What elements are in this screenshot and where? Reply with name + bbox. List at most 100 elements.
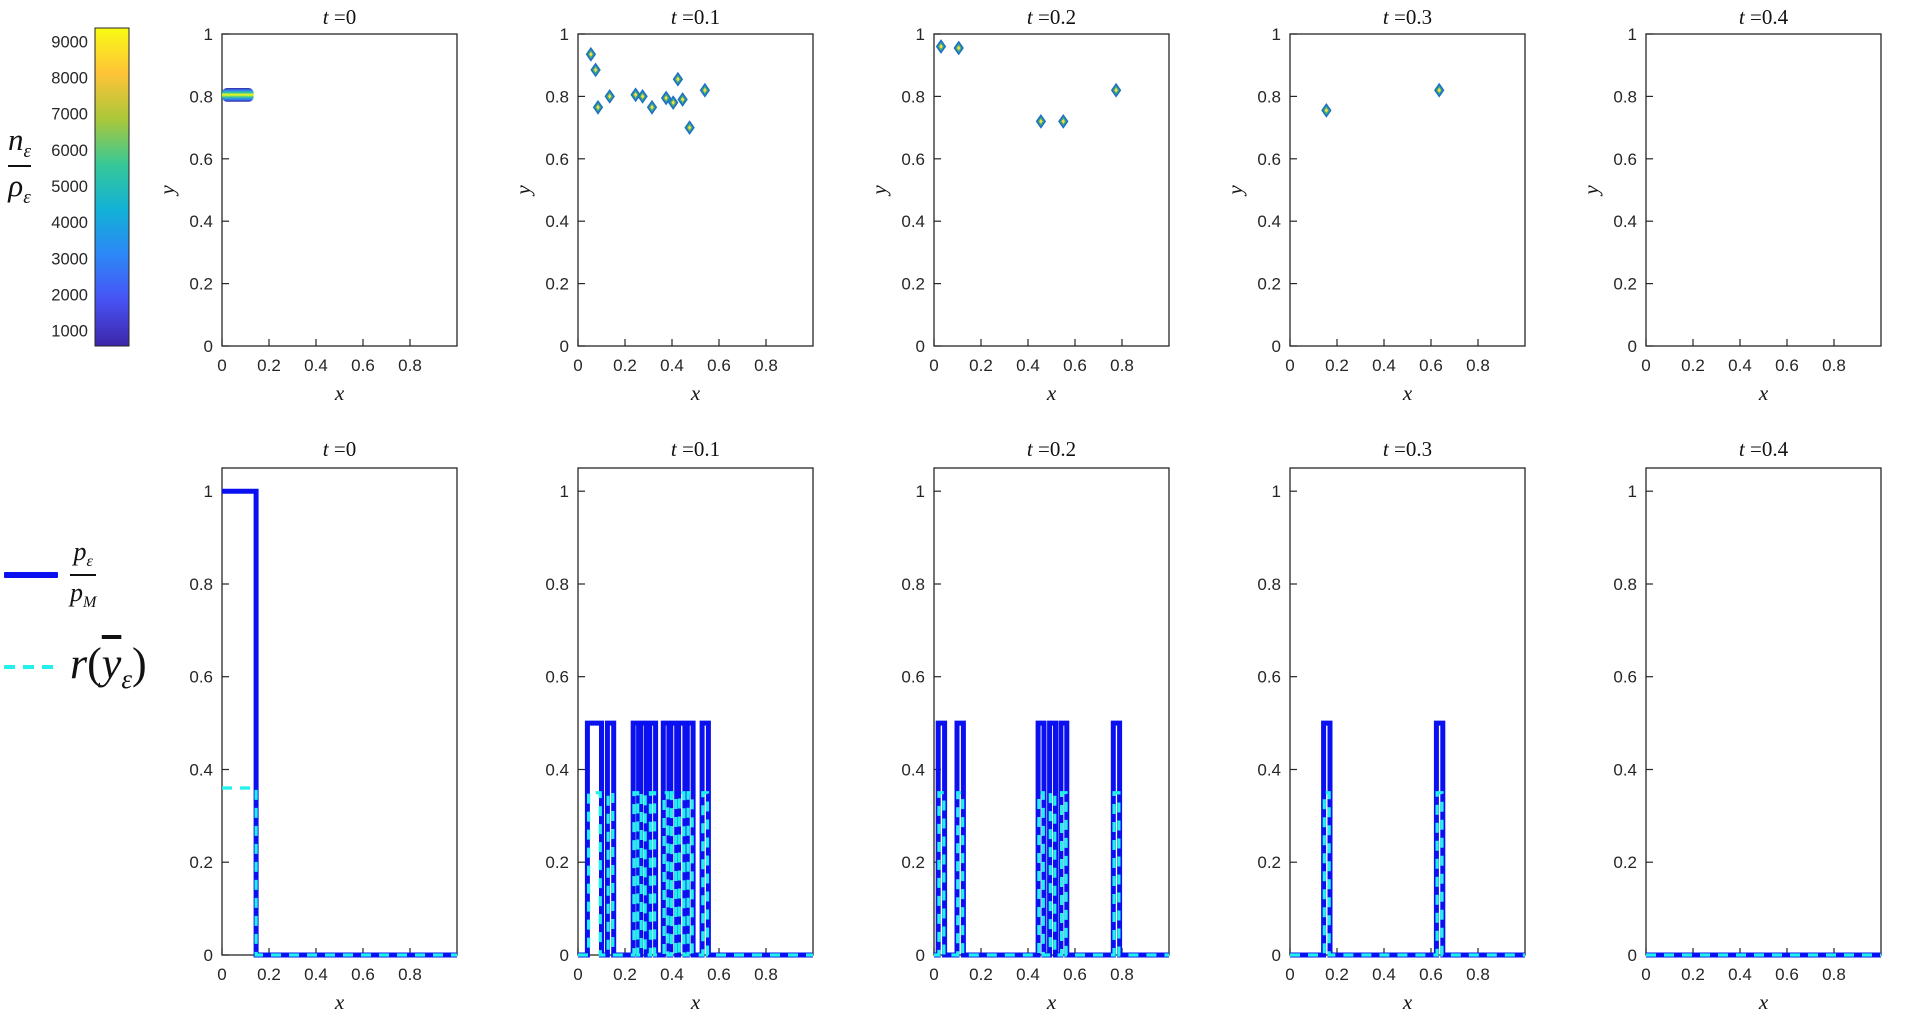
x-tick-label: 0.4	[1372, 356, 1396, 375]
x-tick-label: 0.2	[613, 965, 637, 984]
y-tick-label: 0.8	[901, 87, 925, 106]
y-tick-label: 0	[560, 946, 569, 965]
y-tick-label: 0.2	[1257, 275, 1281, 294]
x-tick-label: 0	[573, 356, 582, 375]
y-tick-label: 0.4	[901, 761, 925, 780]
legend-pressure-fraction: pε pM	[70, 537, 97, 612]
subplot-canvas: 0 0.2 0.4 0.6 0.8 0 0.2 0.4 0.6 0.8 1 t =0 x y	[155, 5, 458, 405]
y-tick-label: 0.8	[1257, 87, 1281, 106]
y-tick-label: 1	[560, 482, 569, 501]
x-tick-label: 0.8	[398, 356, 422, 375]
plot-title: t =0	[323, 5, 356, 29]
y-tick-label: 0.2	[1613, 275, 1637, 294]
x-tick-label: 0	[217, 356, 226, 375]
x-tick-label: 0.8	[1822, 965, 1846, 984]
x-tick-label: 0	[929, 356, 938, 375]
axes-box	[221, 33, 458, 347]
plot-title: t =0.2	[1027, 437, 1076, 461]
y-axis-label: y	[867, 185, 891, 197]
y-tick-label: 0.6	[189, 668, 213, 687]
x-tick-label: 0	[1641, 965, 1650, 984]
x-tick-label: 0	[1641, 356, 1650, 375]
y-tick-label: 0.8	[545, 87, 569, 106]
legend-line-dashed	[4, 664, 58, 669]
subplot-density-t0: 0 0.2 0.4 0.6 0.8 0 0.2 0.4 0.6 0.8 1 t =0 x y	[150, 0, 506, 435]
y-tick-label: 0	[1272, 946, 1281, 965]
y-tick-label: 0.6	[545, 668, 569, 687]
x-tick-label: 0.8	[1822, 356, 1846, 375]
colorbar-tick-label: 8000	[51, 70, 88, 88]
colorbar-tick-label: 5000	[51, 178, 88, 196]
y-tick-label: 0.4	[1613, 761, 1637, 780]
y-axis-label: y	[155, 185, 179, 197]
colorbar-bar	[94, 27, 130, 347]
y-tick-label: 0	[916, 337, 925, 356]
y-tick-label: 0	[204, 337, 213, 356]
subplot-density-t01: 0 0.2 0.4 0.6 0.8 0 0.2 0.4 0.6 0.8 1 t =0.1 x y	[506, 0, 862, 435]
subplot-pressure-t01: 0 0.2 0.4 0.6 0.8 0 0.2 0.4 0.6 0.8 1 t =0.1 x	[506, 430, 862, 1013]
y-tick-label: 1	[1272, 25, 1281, 44]
y-tick-label: 0.4	[901, 212, 925, 231]
r-ybar-line	[1290, 791, 1525, 957]
subplot-pressure-t0: 0 0.2 0.4 0.6 0.8 0 0.2 0.4 0.6 0.8 1 t =0 x	[150, 430, 506, 1013]
legend: pε pM r(yε)	[4, 538, 229, 695]
plot-title: t =0.4	[1739, 437, 1789, 461]
x-tick-label: 0.8	[1466, 356, 1490, 375]
subplot-density-t04: 0 0.2 0.4 0.6 0.8 0 0.2 0.4 0.6 0.8 1 t =0.4 x y	[1574, 0, 1930, 435]
axes-box	[1289, 33, 1526, 347]
x-tick-label: 0.4	[1016, 356, 1040, 375]
x-tick-label: 0.6	[707, 356, 731, 375]
x-tick-label: 0	[929, 965, 938, 984]
colorbar-gradient-bar: 1000 2000 3000 4000 5000 6000 7000 8000 9000	[0, 16, 150, 373]
subplot-canvas: 0 0.2 0.4 0.6 0.8 0 0.2 0.4 0.6 0.8 1 t =0.3 x y	[1223, 5, 1526, 405]
colorbar-canvas: 1000 2000 3000 4000 5000 6000 7000 8000 9000	[51, 27, 130, 347]
legend-line-solid	[4, 572, 58, 579]
subplot-canvas: 0 0.2 0.4 0.6 0.8 0 0.2 0.4 0.6 0.8 1 t =0.2 x y	[867, 5, 1170, 405]
x-tick-label: 0.4	[1728, 965, 1752, 984]
y-tick-label: 0	[1272, 337, 1281, 356]
y-tick-label: 0.8	[901, 575, 925, 594]
subplot-pressure-t03: 0 0.2 0.4 0.6 0.8 0 0.2 0.4 0.6 0.8 1 t =0.3 x	[1218, 430, 1574, 1013]
r-ybar-line	[222, 786, 457, 957]
y-tick-label: 0	[204, 946, 213, 965]
y-tick-label: 0.6	[545, 150, 569, 169]
plot-title: t =0.4	[1739, 5, 1789, 29]
fraction-bar	[8, 165, 32, 168]
x-tick-label: 0.4	[304, 965, 328, 984]
pressure-line	[578, 720, 813, 958]
legend-item-pressure-ratio: pε pM	[4, 538, 229, 612]
x-tick-label: 0.8	[754, 965, 778, 984]
x-tick-label: 0.8	[398, 965, 422, 984]
x-tick-label: 0.8	[754, 356, 778, 375]
colorbar-tick-label: 7000	[51, 106, 88, 124]
x-tick-label: 0.4	[1372, 965, 1396, 984]
y-tick-label: 0.8	[189, 87, 213, 106]
x-tick-label: 0.8	[1466, 965, 1490, 984]
particle-marker-core	[650, 104, 654, 110]
y-tick-label: 0.2	[189, 275, 213, 294]
y-tick-label: 1	[1628, 25, 1637, 44]
x-axis-label: x	[334, 381, 345, 405]
y-tick-label: 0.2	[1257, 853, 1281, 872]
y-tick-label: 0	[1628, 946, 1637, 965]
subplot-canvas: 0 0.2 0.4 0.6 0.8 0 0.2 0.4 0.6 0.8 1 t =0.1 x y	[511, 5, 814, 405]
y-tick-label: 0.2	[189, 853, 213, 872]
density-band	[222, 88, 254, 102]
x-tick-label: 0.6	[1419, 356, 1443, 375]
x-tick-label: 0.2	[257, 965, 281, 984]
x-tick-label: 0	[1285, 356, 1294, 375]
x-axis-label: x	[1046, 990, 1057, 1013]
plot-title: t =0	[323, 437, 356, 461]
y-axis-label: y	[1579, 185, 1603, 197]
x-tick-label: 0.6	[1063, 356, 1087, 375]
colorbar-tick-label: 6000	[51, 142, 88, 160]
plot-title: t =0.1	[671, 437, 720, 461]
y-tick-label: 0.4	[189, 761, 213, 780]
x-tick-label: 0.2	[1681, 965, 1705, 984]
plot-title: t =0.3	[1383, 437, 1432, 461]
y-axis-label: y	[1223, 185, 1247, 197]
colorbar-label-numerator: nε	[8, 122, 32, 163]
x-tick-label: 0	[573, 965, 582, 984]
y-tick-label: 1	[1272, 482, 1281, 501]
x-tick-label: 0.6	[351, 965, 375, 984]
